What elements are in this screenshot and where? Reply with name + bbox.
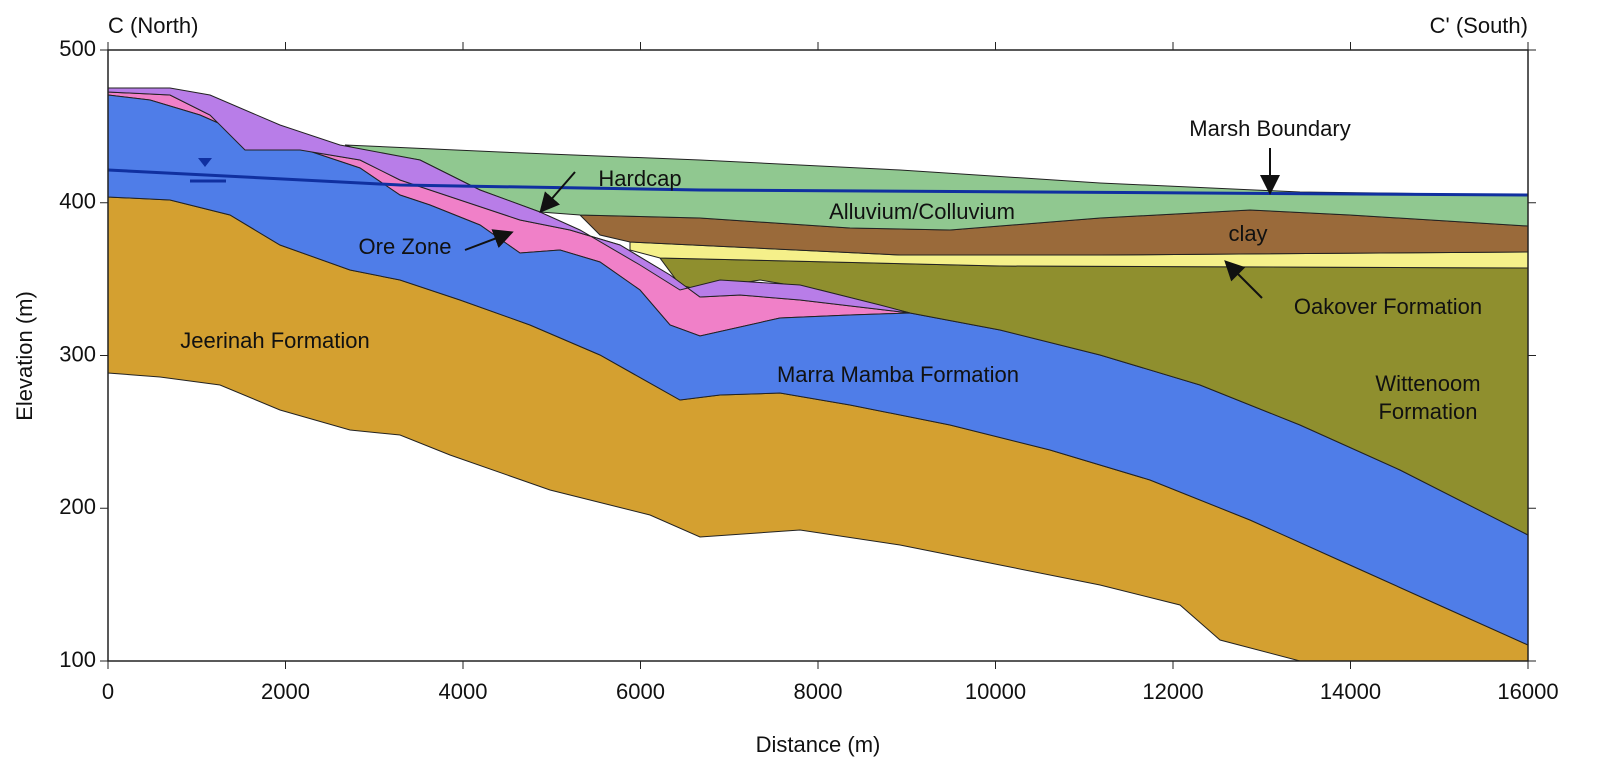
x-tick-label: 8000 xyxy=(794,679,843,704)
south-label: C' (South) xyxy=(1430,13,1528,38)
y-axis-label: Elevation (m) xyxy=(12,291,37,421)
layer-label: Marra Mamba Formation xyxy=(777,362,1019,387)
x-tick-label: 14000 xyxy=(1320,679,1381,704)
layer-label: Formation xyxy=(1378,399,1477,424)
x-tick-label: 6000 xyxy=(616,679,665,704)
x-tick-label: 10000 xyxy=(965,679,1026,704)
y-tick-label: 500 xyxy=(59,36,96,61)
north-label: C (North) xyxy=(108,13,198,38)
layer-label: Jeerinah Formation xyxy=(180,328,370,353)
y-tick-label: 100 xyxy=(59,647,96,672)
x-tick-label: 12000 xyxy=(1142,679,1203,704)
layer-label: Hardcap xyxy=(598,166,681,191)
cross-section: C (North) C' (South) Distance (m) Elevat… xyxy=(0,0,1614,783)
x-tick-label: 4000 xyxy=(439,679,488,704)
x-axis-label: Distance (m) xyxy=(756,732,881,757)
y-tick-label: 200 xyxy=(59,494,96,519)
x-tick-label: 0 xyxy=(102,679,114,704)
layer-label: Alluvium/Colluvium xyxy=(829,199,1015,224)
layer-label: Wittenoom xyxy=(1375,371,1480,396)
layer-label: Ore Zone xyxy=(359,234,452,259)
x-tick-label: 2000 xyxy=(261,679,310,704)
layer-label: Oakover Formation xyxy=(1294,294,1482,319)
y-tick-label: 300 xyxy=(59,341,96,366)
x-tick-label: 16000 xyxy=(1497,679,1558,704)
y-tick-label: 400 xyxy=(59,189,96,214)
layer-label: clay xyxy=(1228,221,1267,246)
layer-label: Marsh Boundary xyxy=(1189,116,1350,141)
